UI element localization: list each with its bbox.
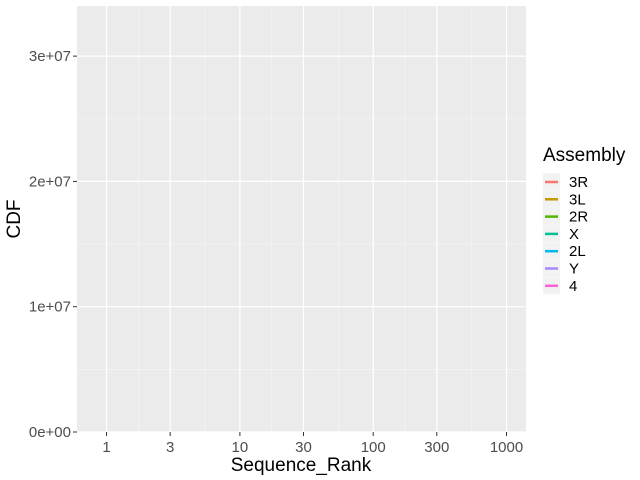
- x-tick-label: 1: [102, 439, 110, 456]
- legend-label: 4: [569, 278, 577, 295]
- y-tick-label: 1e+07: [29, 299, 71, 316]
- x-tick-label: 100: [361, 439, 386, 456]
- legend-label: 2L: [569, 243, 586, 260]
- major-gridlines: [77, 6, 526, 433]
- y-tick-label: 3e+07: [29, 48, 71, 65]
- x-tick-label: 1000: [490, 439, 523, 456]
- minor-gridlines: [77, 6, 526, 432]
- x-tick-label: 10: [232, 439, 249, 456]
- legend-label: 3R: [569, 174, 588, 191]
- legend-label: 2R: [569, 209, 588, 226]
- legend-label: Y: [569, 261, 579, 278]
- y-axis-title: CDF: [4, 199, 25, 238]
- x-tick-label: 300: [424, 439, 449, 456]
- x-axis-title: Sequence_Rank: [231, 455, 372, 476]
- legend-label: X: [569, 226, 579, 243]
- legend-label: 3L: [569, 191, 586, 208]
- y-tick-label: 2e+07: [29, 173, 71, 190]
- y-axis: 0e+00 1e+07 2e+07 3e+07: [29, 48, 77, 441]
- x-axis: 1 3 10 30 100 300 1000: [102, 432, 523, 456]
- x-tick-label: 30: [295, 439, 312, 456]
- y-tick-label: 0e+00: [29, 424, 71, 441]
- plot-panel: [77, 6, 526, 432]
- legend-title: Assembly: [543, 145, 626, 166]
- x-tick-label: 3: [166, 439, 174, 456]
